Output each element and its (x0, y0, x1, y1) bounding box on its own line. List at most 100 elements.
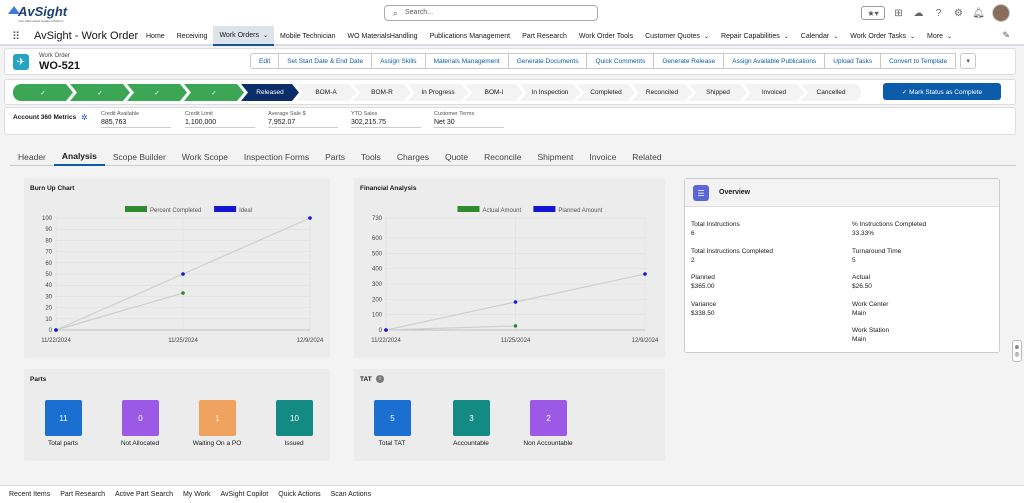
more-actions-dropdown-icon[interactable]: ▾ (960, 53, 977, 69)
chevron-down-icon[interactable]: ⌄ (783, 33, 789, 40)
path-stage-shipped[interactable]: Shipped (689, 84, 747, 101)
tab-header[interactable]: Header (18, 152, 46, 162)
nav-item-receiving[interactable]: Receiving (171, 26, 214, 46)
path-stage-bom-i[interactable]: BOM-I (465, 84, 523, 101)
y-tick-label: 500 (372, 251, 383, 257)
favorites-star-icon[interactable]: ★▾ (861, 6, 885, 20)
notifications-bell-icon[interactable]: 🔔︎ (972, 7, 985, 19)
tab-quote[interactable]: Quote (444, 152, 469, 162)
nav-item-part-research[interactable]: Part Research (516, 26, 573, 46)
quick-comments-button[interactable]: Quick Comments (586, 53, 655, 69)
path-stage-in-progress[interactable]: In Progress (408, 84, 468, 101)
nav-item-more[interactable]: More ⌄ (921, 26, 958, 46)
materials-management-button[interactable]: Materials Management (424, 53, 509, 69)
tat-tile-non-accountable[interactable]: 2 (530, 400, 567, 436)
set-start-date-end-date-button[interactable]: Set Start Date & End Date (278, 53, 373, 69)
nav-item-work-orders[interactable]: Work Orders ⌄ (213, 26, 275, 46)
user-avatar[interactable] (992, 4, 1010, 22)
nav-item-label: Repair Capabilities (720, 32, 780, 40)
path-stage-bom-r[interactable]: BOM-R (353, 84, 411, 101)
tab-tools[interactable]: Tools (360, 152, 381, 162)
parts-title: Parts (30, 376, 47, 383)
chevron-down-icon[interactable]: ⌄ (909, 33, 916, 40)
nav-item-work-order-tools[interactable]: Work Order Tools (573, 26, 639, 46)
path-stage-completed[interactable]: Completed (577, 84, 635, 101)
y-tick-label: 100 (42, 216, 53, 222)
help-question-icon[interactable]: ? (935, 7, 942, 19)
setup-gear-icon[interactable]: ⚙ (954, 7, 963, 19)
chevron-down-icon[interactable]: ⌄ (833, 33, 839, 40)
logo-name: AvSight (18, 4, 68, 19)
tat-tile-accountable[interactable]: 3 (453, 400, 490, 436)
tab-analysis[interactable]: Analysis (53, 148, 105, 166)
overview-field-value: $338.50 (691, 309, 715, 317)
avsight-logo[interactable]: AvSight Your Aftermarket Aviation Platfo… (8, 3, 78, 23)
edit-button[interactable]: Edit (250, 53, 280, 69)
tab-reconcile[interactable]: Reconcile (484, 152, 522, 162)
metrics-title: Account 360 Metrics (13, 114, 77, 121)
tat-tile-total-tat[interactable]: 5 (374, 400, 411, 436)
tab-parts[interactable]: Parts (325, 152, 345, 162)
utility-avsight-copilot[interactable]: AvSight Copilot (220, 491, 269, 498)
nav-item-work-order-tasks[interactable]: Work Order Tasks ⌄ (844, 26, 921, 46)
metrics-settings-gear-icon[interactable]: ✲ (81, 113, 88, 122)
utility-my-work[interactable]: My Work (182, 491, 211, 498)
chevron-down-icon[interactable]: ⌄ (703, 33, 709, 40)
nav-item-customer-quotes[interactable]: Customer Quotes ⌄ (639, 26, 715, 46)
y-tick-label: 90 (45, 227, 52, 233)
path-stage-reconciled[interactable]: Reconciled (632, 84, 692, 101)
nav-item-calendar[interactable]: Calendar ⌄ (795, 26, 844, 46)
tab-invoice[interactable]: Invoice (589, 152, 617, 162)
global-search-input[interactable]: ⌕ Search... (384, 5, 598, 21)
global-actions-plus-icon[interactable]: ⊞ (894, 7, 903, 19)
nav-item-repair-capabilities[interactable]: Repair Capabilities ⌄ (715, 26, 795, 46)
tab-scope-builder[interactable]: Scope Builder (112, 152, 166, 162)
tat-info-icon[interactable]: i (376, 375, 384, 383)
tat-tile-label: Non Accountable (523, 440, 573, 447)
status-path: ✓ ✓ ✓ ✓ Released BOM-A BOM-R In Progress BOM-I In… (4, 79, 1016, 105)
utility-scan-actions[interactable]: Scan Actions (330, 491, 372, 498)
edit-nav-pencil-icon[interactable]: ✎ (1002, 30, 1010, 40)
trailhead-icon[interactable]: ☁ (913, 7, 924, 19)
tab-charges[interactable]: Charges (396, 152, 429, 162)
y-tick-label: 70 (45, 250, 52, 256)
side-panel-toggle-icon[interactable]: ⊗ ◎ (1012, 340, 1022, 362)
app-launcher-waffle-icon[interactable]: ⠿ (12, 31, 21, 43)
path-stage-in-inspection[interactable]: In Inspection (520, 84, 580, 101)
nav-item-mobile-technician[interactable]: Mobile Technician (274, 26, 342, 46)
convert-to-template-button[interactable]: Convert to Template (880, 53, 957, 69)
mark-status-complete-button[interactable]: ✓ Mark Status as Complete (883, 83, 1001, 100)
generate-documents-button[interactable]: Generate Documents (507, 53, 588, 69)
chevron-down-icon[interactable]: ⌄ (946, 33, 952, 40)
path-stage-completed-1[interactable]: ✓ (13, 84, 73, 101)
tab-inspection-forms[interactable]: Inspection Forms (243, 152, 310, 162)
path-stage-completed-4[interactable]: ✓ (184, 84, 244, 101)
nav-item-home[interactable]: Home (140, 26, 171, 46)
parts-tile-not-allocated[interactable]: 0 (122, 400, 159, 436)
path-stage-released[interactable]: Released (241, 84, 299, 101)
path-stage-invoiced[interactable]: Invoiced (744, 84, 804, 101)
parts-tile-total-parts[interactable]: 11 (45, 400, 82, 436)
nav-item-wo-materialshandling[interactable]: WO MaterialsHandling (342, 26, 424, 46)
parts-tile-waiting-on-a-po[interactable]: 1 (199, 400, 236, 436)
tab-work-scope[interactable]: Work Scope (181, 152, 228, 162)
chevron-down-icon[interactable]: ⌄ (262, 32, 269, 39)
nav-item-publications-management[interactable]: Publications Management (424, 26, 517, 46)
data-point-ideal (181, 272, 185, 276)
utility-active-part-search[interactable]: Active Part Search (115, 491, 173, 498)
utility-quick-actions[interactable]: Quick Actions (278, 491, 321, 498)
utility-part-research[interactable]: Part Research (60, 491, 105, 498)
parts-tile-issued[interactable]: 10 (276, 400, 313, 436)
path-stage-completed-3[interactable]: ✓ (127, 84, 187, 101)
upload-tasks-button[interactable]: Upload Tasks (824, 53, 882, 69)
path-stage-bom-a[interactable]: BOM-A (296, 84, 356, 101)
path-stage-completed-2[interactable]: ✓ (70, 84, 130, 101)
path-stages: ✓ ✓ ✓ ✓ Released BOM-A BOM-R In Progress BOM-I In… (13, 84, 861, 101)
path-stage-cancelled[interactable]: Cancelled (801, 84, 861, 101)
tab-shipment[interactable]: Shipment (537, 152, 574, 162)
assign-available-publications-button[interactable]: Assign Available Publications (723, 53, 826, 69)
tab-related[interactable]: Related (632, 152, 662, 162)
utility-recent-items[interactable]: Recent Items (9, 491, 51, 498)
generate-release-button[interactable]: Generate Release (653, 53, 725, 69)
assign-skills-button[interactable]: Assign Skills (371, 53, 426, 69)
